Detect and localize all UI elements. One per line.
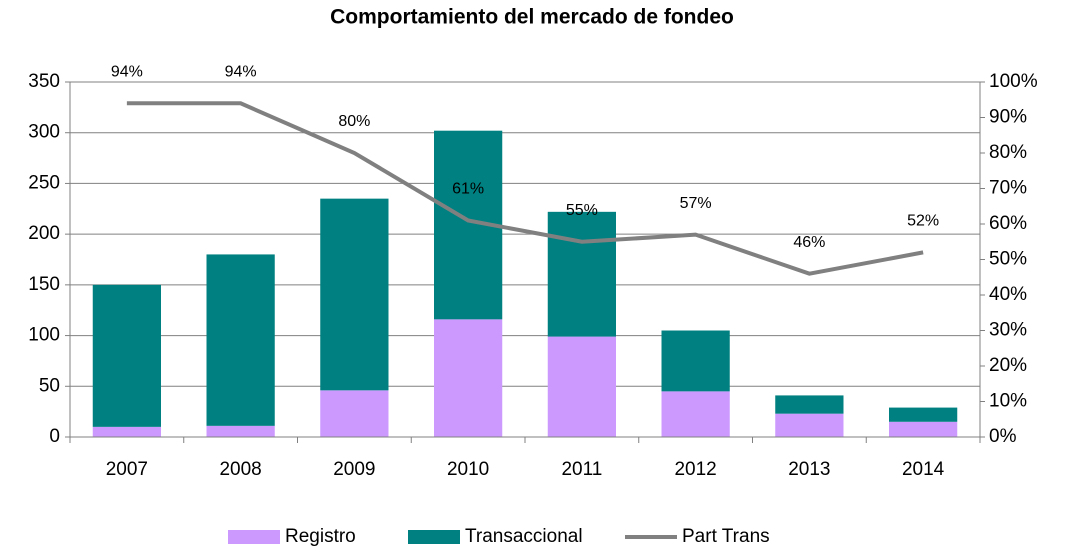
data-label: 52% — [907, 213, 939, 230]
bar-segment — [320, 390, 389, 437]
y2-tick-label: 80% — [989, 142, 1027, 163]
y2-tick-label: 50% — [989, 249, 1027, 270]
data-label: 46% — [793, 234, 825, 251]
bar-segment — [320, 198, 389, 391]
bar-segment — [889, 407, 958, 422]
bar-segment — [775, 413, 844, 437]
bar-segment — [92, 426, 161, 437]
data-label: 94% — [111, 64, 143, 81]
line-series — [126, 101, 924, 276]
bar-segment — [889, 421, 958, 437]
x-tick-label: 2008 — [219, 459, 261, 480]
x-tick-label: 2007 — [106, 459, 148, 480]
y-tick-label: 100 — [28, 325, 60, 346]
y2-tick-label: 90% — [989, 107, 1027, 128]
data-label: 80% — [338, 113, 370, 130]
bar-segment — [434, 319, 503, 437]
bar-segment — [547, 336, 616, 437]
y2-tick-label: 30% — [989, 320, 1027, 341]
x-tick-label: 2011 — [561, 459, 602, 480]
data-label: 57% — [680, 195, 712, 212]
y-tick-label: 200 — [28, 223, 60, 244]
y-tick-label: 150 — [28, 274, 60, 295]
y2-tick-label: 100% — [989, 71, 1038, 92]
y-tick-label: 350 — [28, 71, 60, 92]
bar-segment — [206, 254, 275, 426]
x-tick-label: 2009 — [333, 459, 375, 480]
bar-segment — [775, 395, 844, 414]
y-tick-label: 50 — [39, 375, 60, 396]
y-tick-label: 250 — [28, 172, 60, 193]
x-tick-label: 2012 — [674, 459, 716, 480]
y2-tick-label: 40% — [989, 284, 1027, 305]
bar-segment — [661, 330, 730, 392]
legend-label: Transaccional — [465, 526, 583, 547]
data-label: 55% — [566, 202, 598, 219]
chart-title: Comportamiento del mercado de fondeo — [330, 6, 734, 29]
x-tick-label: 2013 — [788, 459, 830, 480]
y-tick-label: 300 — [28, 122, 60, 143]
legend-swatch — [228, 530, 280, 544]
bar-segment — [547, 211, 616, 337]
legend-label: Part Trans — [682, 526, 770, 547]
x-tick-label: 2010 — [447, 459, 489, 480]
y2-tick-label: 60% — [989, 213, 1027, 234]
legend-label: Registro — [285, 526, 356, 547]
data-label: 94% — [225, 64, 257, 81]
y2-tick-label: 70% — [989, 178, 1027, 199]
y2-tick-label: 10% — [989, 391, 1027, 412]
bar-segment — [661, 391, 730, 437]
y2-tick-label: 20% — [989, 355, 1027, 376]
bar-segment — [92, 284, 161, 427]
y-tick-label: 0 — [49, 426, 60, 447]
x-tick-label: 2014 — [902, 459, 945, 480]
y2-tick-label: 0% — [989, 426, 1017, 447]
bar-segment — [206, 425, 275, 437]
legend-swatch — [408, 530, 460, 544]
data-label: 61% — [452, 181, 484, 198]
